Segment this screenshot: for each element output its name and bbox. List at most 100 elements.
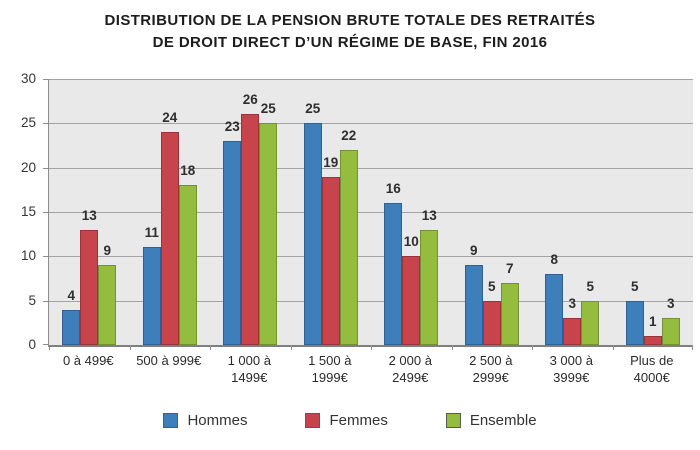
gridline-30 (49, 79, 693, 80)
bar-value-label-femmes-7: 1 (648, 314, 657, 330)
bar-value-label-femmes-2: 26 (242, 92, 258, 108)
bar-value-label-hommes-3: 25 (305, 101, 321, 117)
x-axis-tick-8 (692, 345, 693, 350)
y-axis-tick-label-25: 25 (20, 115, 36, 131)
y-axis-tick-5 (43, 300, 49, 302)
bar-femmes-3 (321, 176, 340, 345)
legend-swatch-femmes (305, 413, 321, 428)
bar-femmes-2 (241, 114, 260, 345)
bar-value-label-hommes-5: 9 (469, 243, 478, 259)
x-axis-tick-6 (532, 345, 533, 350)
legend-swatch-hommes (163, 413, 179, 428)
bar-ensemble-5 (500, 282, 519, 345)
bar-value-label-ensemble-5: 7 (505, 260, 514, 276)
bar-hommes-0 (62, 309, 81, 345)
bar-value-label-hommes-4: 16 (385, 181, 401, 197)
gridline-10 (49, 256, 693, 258)
bar-femmes-0 (80, 229, 99, 345)
gridline-5 (49, 300, 693, 302)
bar-hommes-3 (303, 123, 322, 345)
legend-label-hommes: Hommes (187, 412, 248, 429)
bar-value-label-hommes-1: 11 (144, 225, 159, 241)
bar-ensemble-0 (98, 265, 117, 345)
x-axis-tick-2 (210, 345, 211, 350)
x-axis-tick-1 (130, 345, 131, 350)
legend-item-femmes: Femmes (305, 412, 388, 429)
y-axis-tick-15 (43, 212, 49, 213)
bar-ensemble-7 (661, 318, 680, 345)
x-axis-tick-4 (371, 345, 372, 350)
bar-value-label-hommes-0: 4 (67, 287, 75, 303)
bar-value-label-femmes-6: 3 (568, 296, 576, 312)
bar-ensemble-2 (259, 123, 278, 345)
x-axis-tick-0 (49, 345, 50, 350)
y-axis-tick-label-15: 15 (20, 204, 36, 219)
x-axis-category-label-5: 2 500 à 2999€ (469, 353, 513, 385)
x-axis-category-label-1: 500 à 999€ (136, 353, 202, 368)
bar-value-label-ensemble-7: 3 (666, 296, 675, 312)
plot-area: 4 11 23 25 16 9 8 5 13 24 26 19 10 5 3 1 9 18 25 22 13 7 5 3 (43, 79, 693, 350)
chart-title: DISTRIBUTION DE LA PENSION BRUTE TOTALE … (0, 10, 700, 54)
bar-femmes-5 (482, 300, 501, 345)
x-axis-tick-3 (291, 345, 292, 350)
bar-hommes-7 (625, 300, 644, 345)
bar-femmes-6 (563, 318, 582, 345)
y-axis-tick-10 (43, 256, 49, 258)
bar-hommes-2 (223, 141, 242, 345)
bar-value-label-ensemble-1: 18 (180, 163, 196, 179)
x-axis-category-label-2: 1 000 à 1499€ (227, 353, 271, 385)
bar-value-label-hommes-6: 8 (550, 252, 558, 268)
bar-ensemble-6 (581, 300, 600, 345)
x-axis-category-label-0: 0 à 499€ (62, 353, 114, 368)
bar-femmes-1 (160, 132, 179, 345)
legend-item-hommes: Hommes (163, 412, 247, 429)
gridline-25 (49, 123, 693, 125)
chart-title-line2: DE DROIT DIRECT D’UN RÉGIME DE BASE, FIN… (152, 34, 548, 51)
y-axis-tick-label-5: 5 (28, 292, 36, 308)
bar-value-label-femmes-5: 5 (487, 278, 496, 294)
legend-swatch-ensemble (445, 413, 461, 428)
bar-value-label-femmes-4: 10 (403, 234, 419, 250)
legend-item-ensemble: Ensemble (445, 412, 537, 429)
bar-femmes-4 (402, 256, 421, 345)
bar-value-label-femmes-0: 13 (81, 207, 97, 223)
gridline-15 (49, 212, 693, 213)
y-axis-tick-30 (43, 79, 49, 80)
bar-value-label-ensemble-3: 22 (341, 127, 357, 143)
x-axis-tick-5 (452, 345, 453, 350)
x-axis-category-label-7: Plus de 4000€ (630, 353, 674, 385)
gridline-20 (49, 167, 693, 169)
bar-value-label-ensemble-6: 5 (586, 278, 594, 294)
y-axis-tick-25 (43, 123, 49, 125)
y-axis-tick-label-0: 0 (28, 337, 36, 352)
bar-ensemble-1 (178, 185, 197, 345)
bar-ensemble-3 (339, 149, 358, 345)
bar-value-label-femmes-1: 24 (162, 110, 178, 126)
bar-value-label-hommes-7: 5 (630, 278, 639, 294)
legend-label-ensemble: Ensemble (469, 412, 537, 429)
y-axis-tick-label-30: 30 (20, 71, 36, 86)
chart-title-line1: DISTRIBUTION DE LA PENSION BRUTE TOTALE … (104, 12, 596, 29)
x-axis-tick-7 (613, 345, 614, 350)
bar-hommes-1 (142, 247, 161, 345)
bar-ensemble-4 (420, 229, 439, 345)
bar-value-label-ensemble-4: 13 (421, 207, 437, 223)
x-axis-category-label-6: 3 000 à 3999€ (549, 353, 593, 385)
legend: Hommes Femmes Ensemble (0, 412, 700, 429)
y-axis-tick-20 (43, 167, 49, 169)
y-axis-tick-label-20: 20 (20, 159, 36, 175)
legend-label-femmes: Femmes (329, 412, 388, 429)
bar-hommes-5 (464, 265, 483, 345)
bar-value-label-femmes-3: 19 (323, 154, 339, 170)
x-axis-category-label-4: 2 000 à 2499€ (388, 353, 432, 385)
bar-femmes-7 (643, 336, 662, 345)
bar-hommes-4 (384, 203, 403, 345)
bar-hommes-6 (545, 274, 564, 345)
x-axis-category-label-3: 1 500 à 1999€ (308, 353, 352, 385)
bar-value-label-ensemble-0: 9 (103, 243, 111, 259)
bar-value-label-hommes-2: 23 (224, 119, 240, 135)
bar-value-label-ensemble-2: 25 (260, 101, 276, 117)
y-axis-tick-label-10: 10 (20, 248, 36, 264)
y-axis-tick-0 (43, 344, 49, 345)
